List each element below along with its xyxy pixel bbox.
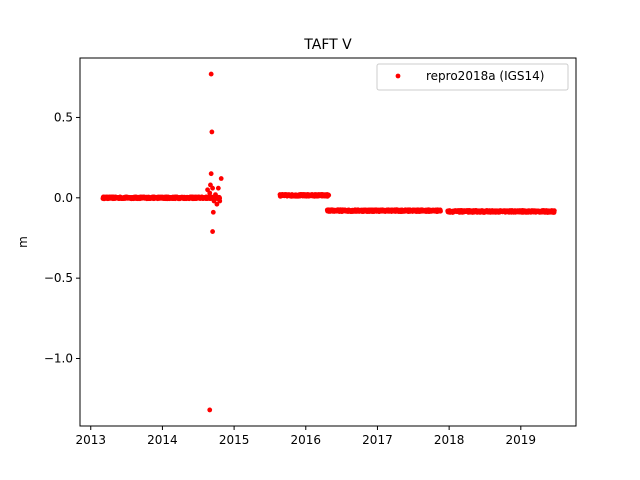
legend-marker: [395, 73, 401, 79]
legend-frame: [376, 63, 569, 91]
data-point: [218, 176, 224, 181]
x-tick-label: 2015: [219, 433, 250, 447]
data-point: [213, 192, 218, 197]
x-tick-label: 2019: [506, 433, 537, 447]
x-tick-label: 2017: [362, 433, 393, 447]
y-axis-label: m: [16, 236, 30, 248]
data-point: [207, 190, 213, 196]
data-point: [211, 198, 217, 204]
data-point: [208, 71, 214, 77]
data-point: [210, 209, 216, 215]
data-point: [210, 229, 216, 234]
data-point: [208, 171, 214, 177]
data-point: [207, 407, 213, 413]
data-point: [326, 192, 332, 198]
data-point: [438, 208, 443, 214]
legend: repro2018a (IGS14): [376, 63, 569, 91]
y-tick-label: 0.5: [54, 110, 73, 124]
axes: 2013 2014 2015 2016 2017 2018 2019 0.5 0.0 −0.5 −1…: [44, 57, 577, 447]
x-tick-label: 2016: [291, 433, 322, 447]
data-point: [217, 198, 223, 204]
y-tick-label: −1.0: [44, 352, 73, 366]
data-point: [215, 185, 221, 191]
x-tick-label: 2013: [75, 433, 106, 447]
data-point: [551, 208, 557, 214]
y-tick-label: −0.5: [44, 271, 73, 285]
legend-label: repro2018a (IGS14): [426, 69, 544, 83]
plot-frame: [79, 57, 577, 427]
x-tick-label: 2018: [434, 433, 465, 447]
data-point: [214, 201, 220, 207]
data-point: [209, 129, 215, 135]
chart-title: TAFT V: [303, 37, 352, 53]
data-point: [210, 185, 216, 191]
data-points: [100, 71, 557, 413]
y-tick-label: 0.0: [54, 191, 73, 205]
x-tick-label: 2014: [147, 433, 178, 447]
